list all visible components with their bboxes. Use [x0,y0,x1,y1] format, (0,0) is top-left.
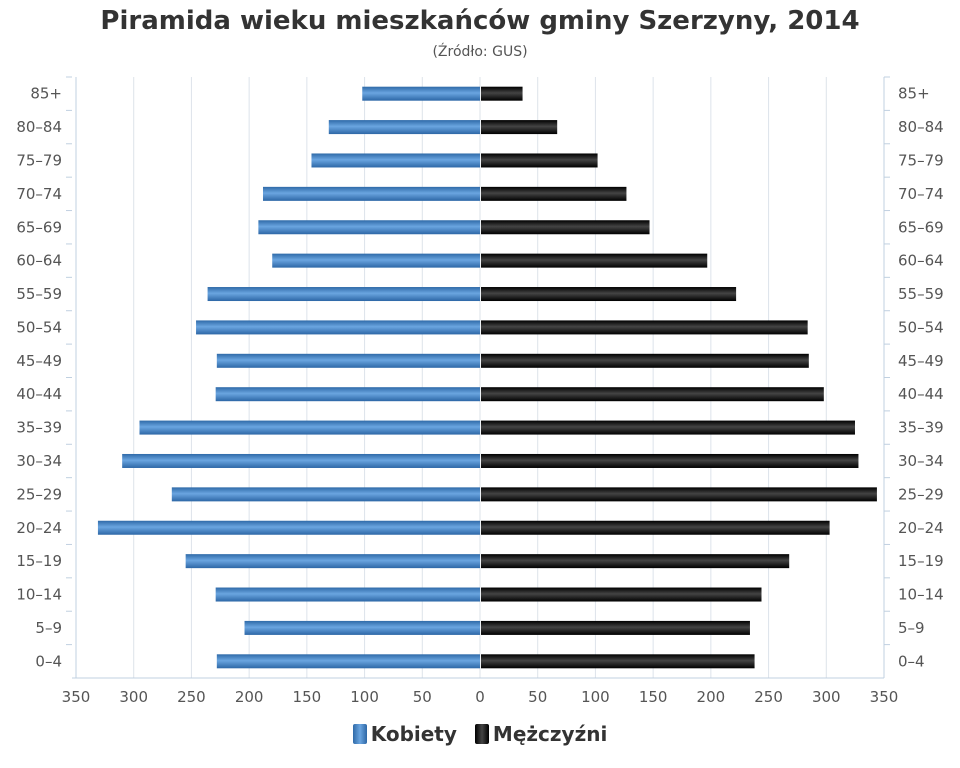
bar-kobiety [328,120,480,135]
bar-kobiety [216,353,480,368]
y-tick-label-right: 30–34 [898,452,944,470]
bar-mezczyzni [481,420,855,435]
legend: Kobiety Mężczyźni [0,722,960,746]
x-tick-label: 150 [293,688,322,706]
x-tick-label: 0 [475,688,485,706]
y-tick-label-right: 40–44 [898,385,944,403]
bar-kobiety [122,453,481,468]
y-tick-label-left: 15–19 [16,552,62,570]
legend-swatch-mezczyzni [474,724,489,744]
y-tick-label-left: 55–59 [16,285,62,303]
legend-swatch-kobiety [352,724,367,744]
legend-item-kobiety[interactable]: Kobiety [352,722,457,746]
x-tick-label: 50 [528,688,547,706]
bar-mezczyzni [481,353,809,368]
y-tick-label-right: 85+ [898,85,930,103]
bar-kobiety [272,253,480,268]
bar-kobiety [262,186,480,201]
x-tick-label: 350 [62,688,91,706]
y-tick-label-left: 80–84 [16,118,62,136]
bar-mezczyzni [481,387,824,402]
bar-mezczyzni [481,654,755,669]
x-tick-label: 250 [177,688,206,706]
bar-kobiety [97,520,480,535]
chart-subtitle: (Źródło: GUS) [432,44,528,60]
x-tick-label: 200 [697,688,726,706]
y-tick-label-left: 85+ [30,85,62,103]
legend-item-mezczyzni[interactable]: Mężczyźni [474,722,608,746]
y-tick-label-left: 65–69 [16,218,62,236]
y-tick-label-right: 75–79 [898,151,944,169]
y-tick-label-right: 60–64 [898,252,944,270]
y-tick-label-right: 50–54 [898,318,944,336]
y-tick-label-left: 35–39 [16,419,62,437]
y-tick-label-left: 70–74 [16,185,62,203]
bar-kobiety [185,554,480,569]
x-tick-label: 200 [235,688,264,706]
bar-mezczyzni [481,287,737,302]
y-tick-label-right: 80–84 [898,118,944,136]
y-tick-label-right: 55–59 [898,285,944,303]
y-tick-label-left: 5–9 [35,619,62,637]
bar-mezczyzni [481,453,859,468]
bar-mezczyzni [481,86,523,101]
x-tick-label: 300 [812,688,841,706]
bar-mezczyzni [481,120,558,135]
y-tick-label-right: 65–69 [898,218,944,236]
bar-kobiety [215,587,480,602]
bar-mezczyzni [481,587,762,602]
bar-mezczyzni [481,554,790,569]
bar-mezczyzni [481,487,877,502]
bar-kobiety [196,320,480,335]
y-tick-label-right: 5–9 [898,619,925,637]
y-tick-label-left: 20–24 [16,519,62,537]
y-tick-label-right: 45–49 [898,352,944,370]
y-tick-label-right: 70–74 [898,185,944,203]
bar-kobiety [216,654,480,669]
x-tick-label: 100 [581,688,610,706]
y-tick-label-left: 45–49 [16,352,62,370]
y-tick-label-right: 10–14 [898,586,944,604]
y-tick-label-left: 0–4 [35,652,62,670]
y-tick-label-right: 0–4 [898,652,925,670]
x-tick-label: 300 [119,688,148,706]
x-tick-label: 350 [870,688,899,706]
y-tick-label-left: 40–44 [16,385,62,403]
bar-mezczyzni [481,520,830,535]
legend-label-mezczyzni: Mężczyźni [492,722,608,746]
y-tick-label-right: 15–19 [898,552,944,570]
chart-title: Piramida wieku mieszkańców gminy Szerzyn… [100,6,860,36]
x-tick-label: 100 [350,688,379,706]
y-tick-label-left: 10–14 [16,586,62,604]
bar-kobiety [258,220,480,235]
bar-kobiety [215,387,480,402]
bar-kobiety [244,620,480,635]
x-tick-label: 150 [639,688,668,706]
bar-mezczyzni [481,186,627,201]
bar-mezczyzni [481,153,598,168]
x-tick-label: 250 [754,688,783,706]
y-tick-label-left: 30–34 [16,452,62,470]
bar-mezczyzni [481,620,750,635]
bar-mezczyzni [481,320,808,335]
bar-kobiety [207,287,481,302]
y-tick-label-left: 60–64 [16,252,62,270]
y-tick-label-left: 75–79 [16,151,62,169]
y-tick-label-right: 25–29 [898,485,944,503]
bar-kobiety [171,487,480,502]
bar-kobiety [311,153,480,168]
y-tick-label-right: 20–24 [898,519,944,537]
legend-label-kobiety: Kobiety [370,722,457,746]
y-tick-label-right: 35–39 [898,419,944,437]
bar-mezczyzni [481,253,708,268]
bar-kobiety [139,420,480,435]
y-tick-label-left: 25–29 [16,485,62,503]
bar-kobiety [362,86,480,101]
bar-mezczyzni [481,220,650,235]
x-tick-label: 50 [413,688,432,706]
y-tick-label-left: 50–54 [16,318,62,336]
